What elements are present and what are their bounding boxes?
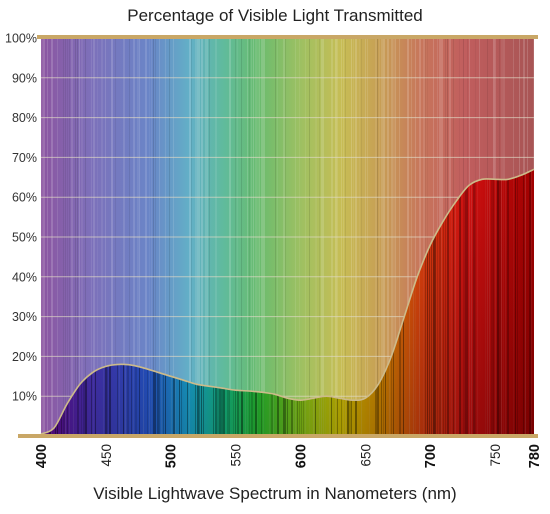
x-tick-label: 750 bbox=[488, 444, 503, 467]
x-tick-label: 550 bbox=[229, 444, 244, 467]
top-frame-line bbox=[37, 35, 538, 39]
y-tick-label: 90% bbox=[12, 71, 37, 85]
transmission-curve bbox=[40, 168, 535, 435]
y-tick-label: 100% bbox=[5, 32, 37, 46]
y-tick-label: 40% bbox=[12, 270, 37, 284]
chart-title: Percentage of Visible Light Transmitted bbox=[127, 6, 423, 25]
x-tick-label: 700 bbox=[423, 444, 439, 468]
y-tick-label: 50% bbox=[12, 231, 37, 245]
x-tick-label: 600 bbox=[293, 444, 309, 468]
y-tick-label: 20% bbox=[12, 350, 37, 364]
y-tick-label: 60% bbox=[12, 191, 37, 205]
y-tick-label: 70% bbox=[12, 151, 37, 165]
y-tick-label: 30% bbox=[12, 310, 37, 324]
x-tick-label: 450 bbox=[99, 444, 114, 467]
x-axis-title: Visible Lightwave Spectrum in Nanometers… bbox=[93, 484, 457, 503]
x-axis-ticks: 400 450 500 550 600 650 700 750 780 bbox=[34, 444, 543, 468]
y-tick-label: 10% bbox=[12, 390, 37, 404]
y-tick-label: 80% bbox=[12, 111, 37, 125]
x-tick-label: 500 bbox=[164, 444, 180, 468]
x-tick-label: 780 bbox=[527, 444, 543, 468]
y-axis-ticks: 10% 20% 30% 40% 50% 60% 70% 80% 90% 100% bbox=[5, 32, 37, 404]
bottom-frame-line bbox=[18, 434, 538, 438]
x-tick-label: 400 bbox=[34, 444, 50, 468]
x-tick-label: 650 bbox=[358, 444, 373, 467]
